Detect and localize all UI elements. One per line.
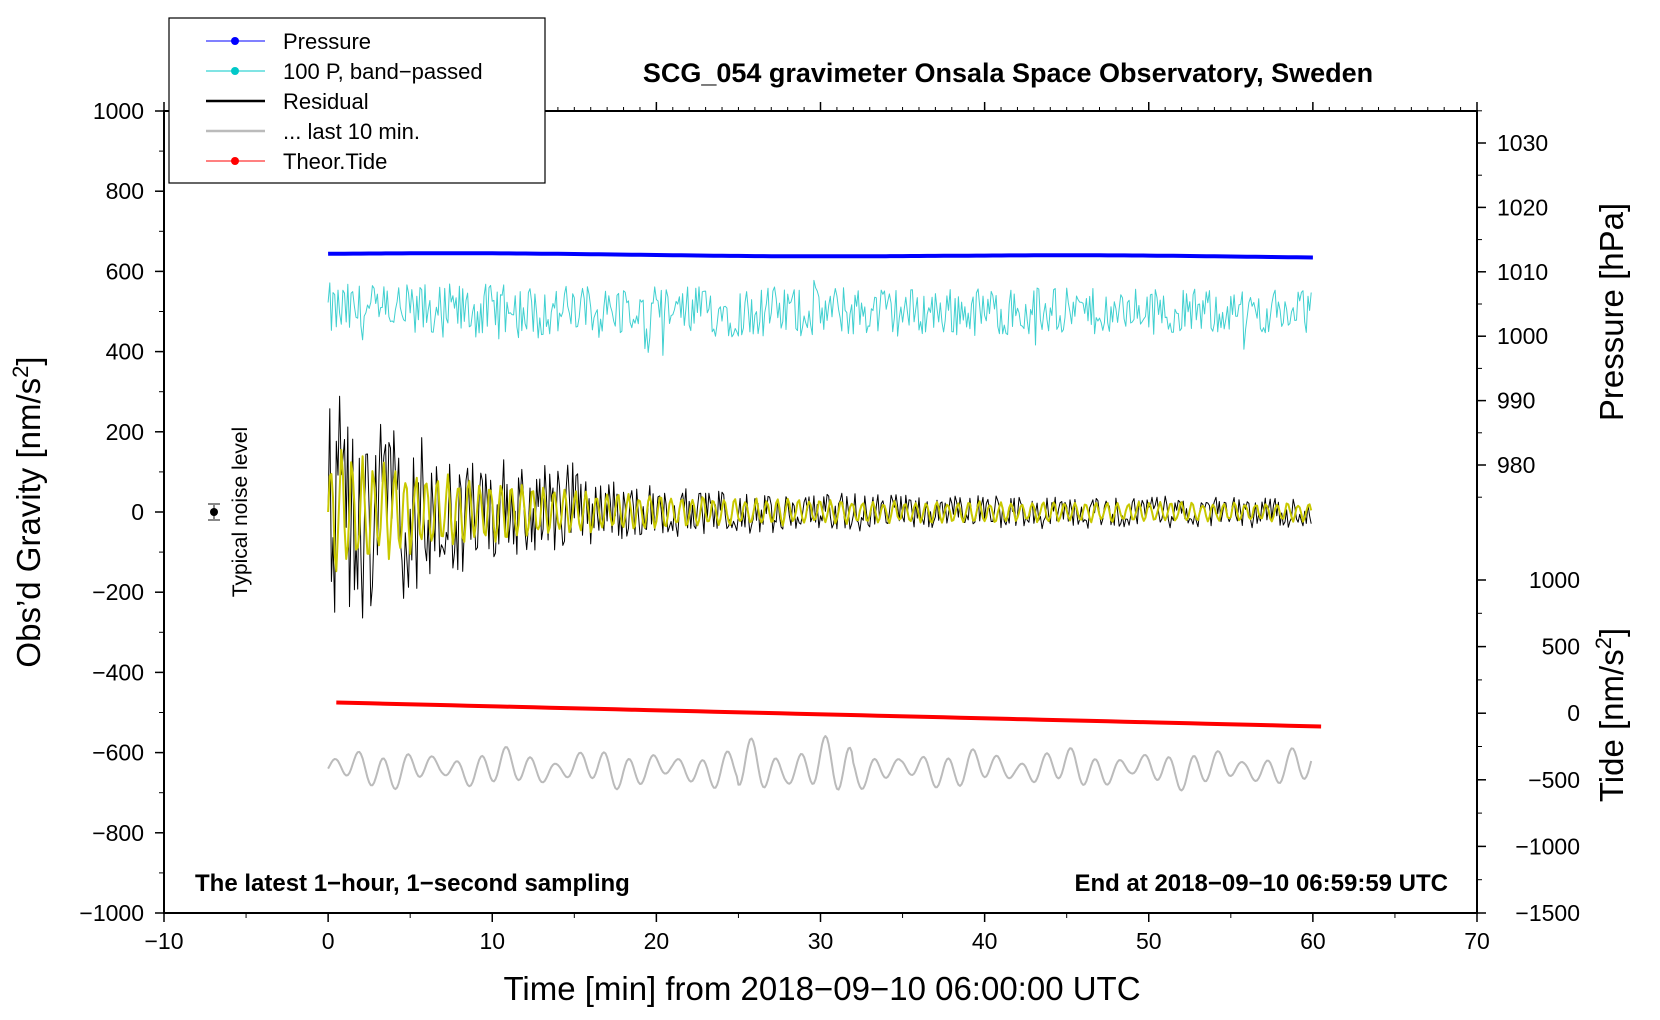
legend-item: ... last 10 min. bbox=[206, 119, 420, 144]
y-tick-label: −1000 bbox=[79, 900, 144, 926]
tide-tick-label: −500 bbox=[1528, 767, 1580, 793]
tide-axis-label: Tide [nm/s2] bbox=[1591, 628, 1631, 802]
legend-label: Residual bbox=[283, 89, 369, 114]
series-residual bbox=[327, 395, 1312, 619]
y-tick-label: 400 bbox=[106, 339, 144, 365]
y-axis-label-main: Obs’d Gravity [nm/s bbox=[10, 378, 47, 668]
x-tick-label: 60 bbox=[1300, 928, 1326, 954]
legend-item: Theor.Tide bbox=[206, 149, 387, 174]
series-pressure bbox=[328, 251, 1313, 260]
annotation-sampling: The latest 1−hour, 1−second sampling bbox=[195, 870, 630, 897]
y-tick-label: −600 bbox=[92, 740, 144, 766]
pressure-axis-label: Pressure [hPa] bbox=[1593, 203, 1630, 421]
y-tick-label: −200 bbox=[92, 579, 144, 605]
pressure-tick-label: 990 bbox=[1497, 388, 1535, 414]
y-axis-label: Obs’d Gravity [nm/s2] bbox=[8, 356, 48, 667]
pressure-tick-label: 980 bbox=[1497, 452, 1535, 478]
tide-axis-label-close: ] bbox=[1593, 628, 1630, 637]
x-axis-label: Time [min] from 2018−09−10 06:00:00 UTC bbox=[503, 970, 1140, 1007]
tide-axis-label-sup: 2 bbox=[1591, 637, 1616, 649]
noise-level-marker: Typical noise level bbox=[208, 427, 252, 597]
y-axis-label-close: ] bbox=[10, 356, 47, 365]
legend-label: ... last 10 min. bbox=[283, 119, 420, 144]
tide-tick-label: 1000 bbox=[1529, 567, 1580, 593]
x-tick-label: −10 bbox=[144, 928, 183, 954]
series-filtered-residual bbox=[327, 448, 1313, 573]
x-tick-label: 40 bbox=[972, 928, 998, 954]
pressure-tick-label: 1000 bbox=[1497, 323, 1548, 349]
legend-swatch-marker bbox=[231, 157, 239, 165]
annotation-end-time: End at 2018−09−10 06:59:59 UTC bbox=[1074, 870, 1448, 897]
y-tick-label: −400 bbox=[92, 659, 144, 685]
legend-swatch-marker bbox=[231, 67, 239, 75]
noise-dot bbox=[210, 508, 218, 516]
x-tick-label: 50 bbox=[1136, 928, 1162, 954]
pressure-tick-label: 1010 bbox=[1497, 259, 1548, 285]
tide-tick-label: 0 bbox=[1567, 700, 1580, 726]
y-tick-label: 0 bbox=[131, 499, 144, 525]
legend-item: Pressure bbox=[206, 29, 371, 54]
x-tick-label: 70 bbox=[1464, 928, 1490, 954]
x-tick-label: 0 bbox=[322, 928, 335, 954]
pressure-tick-label: 1030 bbox=[1497, 130, 1548, 156]
series-last-10-min bbox=[327, 735, 1313, 792]
legend-label: Theor.Tide bbox=[283, 149, 387, 174]
chart-title: SCG_054 gravimeter Onsala Space Observat… bbox=[643, 58, 1373, 88]
y-tick-label: −800 bbox=[92, 820, 144, 846]
x-tick-label: 20 bbox=[644, 928, 670, 954]
x-tick-label: 10 bbox=[479, 928, 505, 954]
series-theoretical-tide bbox=[336, 700, 1322, 729]
tide-axis-label-main: Tide [nm/s bbox=[1593, 649, 1630, 802]
tide-tick-label: −1000 bbox=[1515, 833, 1580, 859]
y-axis-label-sup: 2 bbox=[8, 366, 33, 378]
legend-swatch-marker bbox=[231, 37, 239, 45]
noise-label: Typical noise level bbox=[229, 427, 252, 597]
y-tick-label: 1000 bbox=[93, 98, 144, 124]
legend-item: 100 P, band−passed bbox=[206, 59, 483, 84]
pressure-tick-label: 1020 bbox=[1497, 194, 1548, 220]
series-layer bbox=[327, 251, 1322, 792]
legend-label: 100 P, band−passed bbox=[283, 59, 483, 84]
legend: Pressure 100 P, band−passed Residual ... la… bbox=[168, 17, 546, 184]
y-tick-label: 600 bbox=[106, 258, 144, 284]
tide-tick-label: −1500 bbox=[1515, 900, 1580, 926]
legend-label: Pressure bbox=[283, 29, 371, 54]
axes-layer: −10 0 10 20 30 40 50 60 7010008006004002000−200−… bbox=[79, 98, 1580, 954]
y-tick-label: 800 bbox=[106, 178, 144, 204]
tide-tick-label: 500 bbox=[1542, 634, 1580, 660]
legend-item: Residual bbox=[206, 89, 369, 114]
series-bandpassed-pressure bbox=[327, 279, 1312, 356]
y-tick-label: 200 bbox=[106, 419, 144, 445]
x-tick-label: 30 bbox=[808, 928, 834, 954]
